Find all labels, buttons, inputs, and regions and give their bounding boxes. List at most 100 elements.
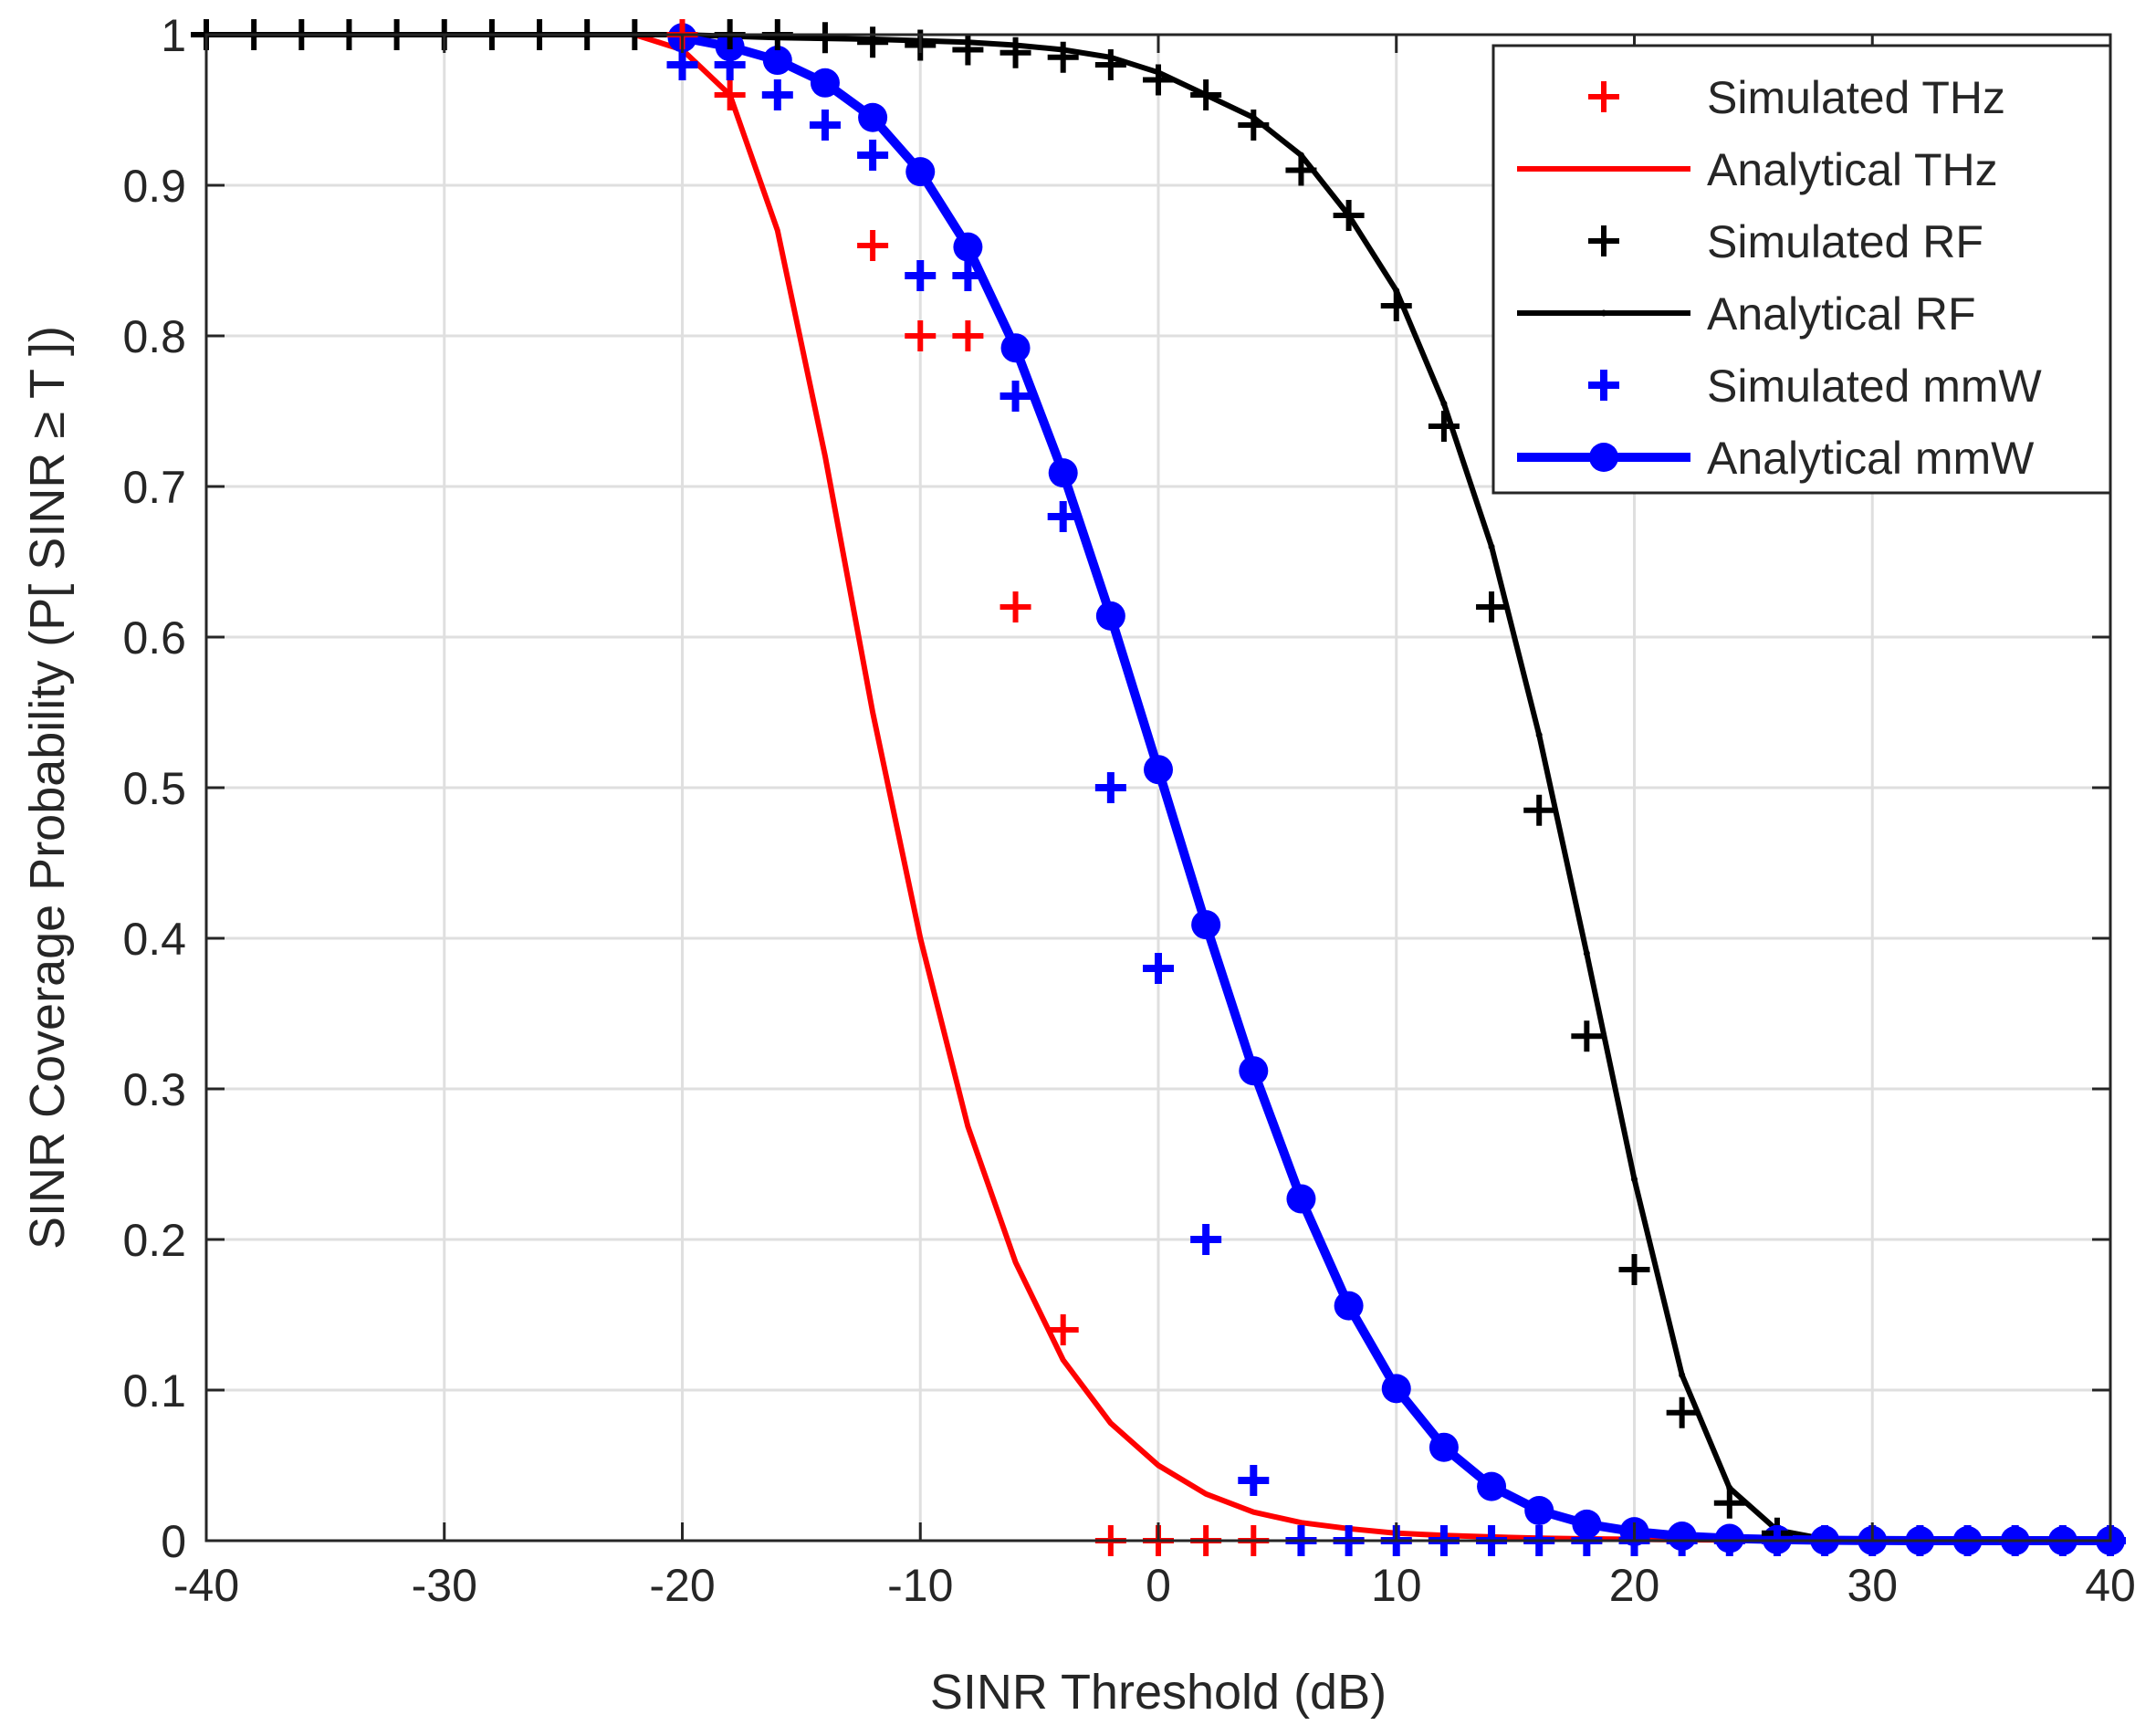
data-point <box>1572 1509 1602 1539</box>
data-point <box>1524 1496 1554 1525</box>
legend-box <box>1491 44 2112 495</box>
data-point <box>1713 1487 1745 1519</box>
data-point <box>1618 1254 1650 1285</box>
data-point <box>1535 731 1543 738</box>
legend-label: Simulated RF <box>1707 216 1983 267</box>
y-tick-label: 0.8 <box>122 311 186 362</box>
y-tick-label: 0 <box>161 1516 186 1567</box>
data-point <box>1190 1224 1222 1255</box>
data-point <box>1144 755 1173 785</box>
legend-marker <box>1588 225 1619 256</box>
y-tick-label: 0.7 <box>122 462 186 513</box>
data-point <box>666 49 698 80</box>
x-tick-label: -30 <box>412 1560 477 1611</box>
legend-marker <box>1588 370 1619 401</box>
legend-marker <box>1588 81 1619 112</box>
y-tick-label: 0.3 <box>122 1064 186 1115</box>
data-point <box>905 320 937 351</box>
data-point <box>1143 64 1174 96</box>
data-point <box>1428 411 1460 442</box>
data-point <box>952 260 984 291</box>
data-point <box>809 22 841 54</box>
y-tick-label: 0.6 <box>122 612 186 664</box>
data-point <box>857 26 889 58</box>
x-tick-label: 30 <box>1847 1560 1898 1611</box>
legend-entry-simulated-thz: Simulated THz <box>1588 72 2005 123</box>
data-point <box>809 110 841 141</box>
data-point <box>1286 1184 1316 1214</box>
data-point <box>1047 41 1079 73</box>
data-point <box>1429 1432 1459 1462</box>
data-point <box>857 230 889 261</box>
data-point <box>1679 1372 1686 1378</box>
data-point <box>858 102 888 132</box>
legend-label: Simulated mmW <box>1707 361 2043 412</box>
x-tick-label: -20 <box>649 1560 715 1611</box>
legend-marker <box>1589 443 1618 472</box>
data-point <box>1048 458 1078 488</box>
legend-label: Analytical THz <box>1707 144 1998 195</box>
data-point <box>1380 290 1412 321</box>
y-tick-label: 0.9 <box>122 161 186 212</box>
data-point <box>762 46 792 76</box>
data-point <box>1094 772 1126 803</box>
x-tick-label: 20 <box>1609 1560 1660 1611</box>
legend-label: Simulated THz <box>1707 72 2005 123</box>
data-point <box>1476 591 1508 622</box>
y-tick-label: 0.5 <box>122 763 186 814</box>
y-tick-label: 0.4 <box>122 914 186 965</box>
data-point <box>1238 1465 1270 1496</box>
y-tick-label: 0.2 <box>122 1215 186 1266</box>
data-point <box>1000 37 1031 68</box>
data-point <box>1143 953 1174 984</box>
y-axis-label: SINR Coverage Probability (P[ SINR ≥ T ]… <box>20 326 75 1250</box>
data-point <box>905 260 937 291</box>
data-point <box>1571 1020 1603 1052</box>
data-point <box>1095 601 1125 631</box>
data-point <box>1631 1176 1638 1183</box>
x-tick-label: 0 <box>1146 1560 1171 1611</box>
data-point <box>953 232 983 262</box>
x-axis-label: SINR Threshold (dB) <box>930 1665 1387 1720</box>
x-tick-label: 40 <box>2085 1560 2136 1611</box>
data-point <box>952 34 984 66</box>
legend-entry-analytical-thz: Analytical THz <box>1517 144 1998 195</box>
data-point <box>714 49 746 80</box>
data-point <box>1440 400 1448 407</box>
legend-entry-simulated-mmw: Simulated mmW <box>1588 361 2043 412</box>
data-point <box>1190 79 1222 110</box>
data-point <box>1000 381 1031 412</box>
data-point <box>1238 110 1270 141</box>
legend-entry-analytical-mmw: Analytical mmW <box>1517 433 2035 484</box>
data-point <box>1000 591 1031 622</box>
data-point <box>952 320 984 351</box>
y-tick-label: 1 <box>161 10 186 61</box>
data-point <box>1583 950 1590 957</box>
data-point <box>1523 794 1555 826</box>
data-point <box>714 79 746 110</box>
x-tick-label: -40 <box>173 1560 239 1611</box>
data-point <box>1191 910 1221 940</box>
legend-marker <box>1600 309 1607 317</box>
x-tick-label: -10 <box>887 1560 953 1611</box>
data-point <box>1239 1056 1269 1086</box>
data-point <box>1477 1471 1507 1501</box>
legend-label: Analytical mmW <box>1707 433 2035 484</box>
legend: Simulated THz Analytical THz Simulated RF A… <box>1491 44 2112 495</box>
data-point <box>1000 333 1031 363</box>
x-tick-label: 10 <box>1371 1560 1422 1611</box>
y-tick-label: 0.1 <box>122 1365 186 1417</box>
data-point <box>761 79 793 110</box>
data-point <box>905 157 936 187</box>
data-point <box>1333 200 1365 231</box>
legend-entry-analytical-rf: Analytical RF <box>1517 288 1976 340</box>
data-point <box>1488 543 1495 550</box>
data-point <box>857 140 889 171</box>
data-point <box>1047 501 1079 532</box>
data-point <box>1047 1314 1079 1345</box>
data-point <box>1094 49 1126 80</box>
data-point <box>810 68 840 98</box>
data-point <box>1285 154 1317 186</box>
legend-label: Analytical RF <box>1707 288 1976 340</box>
data-point <box>1381 1374 1411 1404</box>
